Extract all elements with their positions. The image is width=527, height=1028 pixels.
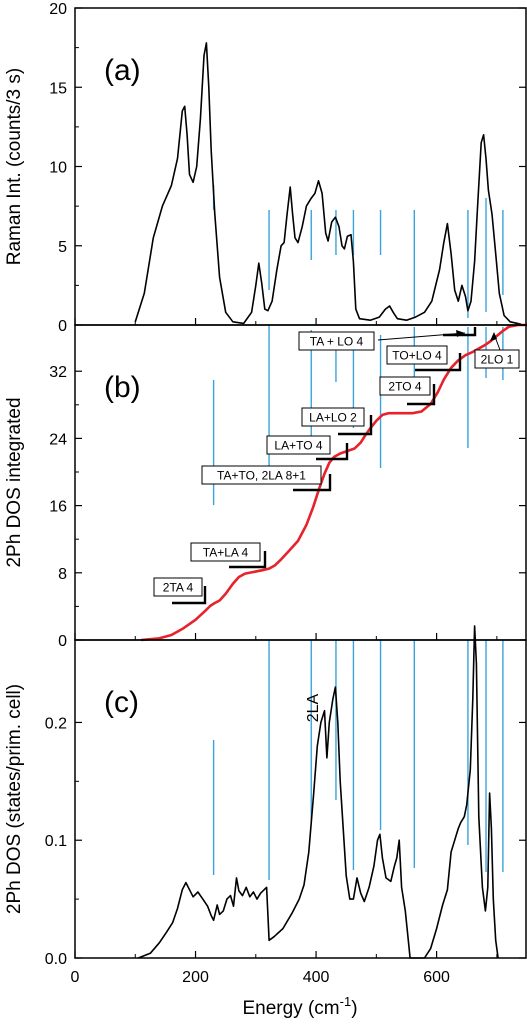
- x-tick-label: 0: [71, 969, 80, 986]
- step-mark: [407, 384, 436, 406]
- series-line-panel-2: [141, 323, 527, 642]
- step-mark: [443, 327, 477, 337]
- annotations: 2LA 2TA 4 TA+LA 4 TA+TO, 2LA 8+1 LA+TO 4 LA+L…: [153, 327, 520, 722]
- panel-label: (c): [104, 686, 139, 719]
- series-line-panel-3: [138, 625, 499, 959]
- y-tick-label: 8: [58, 566, 67, 583]
- y-tick-label: 32: [49, 364, 67, 381]
- step-mark: [316, 443, 349, 461]
- y-tick-label: 5: [58, 239, 67, 256]
- axes: 0 5 10 15 20 (a) Raman Int. (counts/3 s) 0 8 16 24…: [4, 1, 527, 1019]
- step-mark: [293, 474, 332, 492]
- annotation-box: [474, 349, 520, 369]
- annotation-label: 2TO 4: [388, 380, 421, 394]
- y-tick-label: 0.2: [45, 715, 67, 732]
- series-line-panel-1: [134, 42, 522, 325]
- panel-label: (a): [104, 54, 141, 87]
- y-tick-label: 24: [49, 431, 67, 448]
- annotation-label: TA+LA 4: [203, 546, 249, 560]
- y-tick-label: 15: [49, 80, 67, 97]
- arrow-head: [490, 332, 497, 341]
- y-tick-label: 0.0: [45, 951, 67, 968]
- x-tick-label: 200: [182, 969, 209, 986]
- x-axis-title-end: ): [351, 998, 357, 1019]
- marker-lines: [212, 185, 504, 880]
- x-tick-label: 400: [303, 969, 330, 986]
- annotation-box: [298, 331, 375, 351]
- annotation-box: [266, 435, 331, 455]
- x-axis-title-main: Energy (cm: [242, 998, 339, 1019]
- annotation-box: [190, 542, 261, 562]
- x-tick-label: 600: [423, 969, 450, 986]
- annotation-label: TA + LO 4: [310, 335, 364, 349]
- annotation-label: TO+LO 4: [392, 349, 442, 363]
- y-tick-label: 0: [58, 318, 67, 335]
- x-axis-title: Energy (cm-1): [242, 994, 357, 1019]
- arrow-head: [456, 330, 465, 337]
- y-tick-label: 10: [49, 160, 67, 177]
- y-axis-title: 2Ph DOS (states/prim. cell): [4, 684, 25, 914]
- panel-label: (b): [104, 371, 141, 404]
- annotation-box: [301, 407, 365, 427]
- annotation-label: TA+TO, 2LA 8+1: [217, 469, 306, 483]
- annotation-box: [379, 376, 431, 396]
- y-axis-title: Raman Int. (counts/3 s): [4, 68, 25, 265]
- annotation-label: LA+LO 2: [309, 411, 357, 425]
- panel-frame-3: [74, 639, 527, 959]
- y-tick-label: 0: [58, 633, 67, 650]
- y-tick-label: 20: [49, 1, 67, 18]
- annotation-box: [153, 577, 203, 597]
- step-mark: [338, 415, 373, 436]
- y-axis-title: 2Ph DOS integrated: [4, 397, 25, 567]
- annotation-box: [386, 345, 448, 365]
- curves: [134, 42, 527, 959]
- step-mark: [229, 551, 267, 569]
- annotation-label: 2LO 1: [481, 353, 514, 367]
- x-axis-title-sup: -1: [340, 994, 352, 1009]
- annotation-label: LA+TO 4: [274, 439, 322, 453]
- y-tick-label: 0.1: [45, 833, 67, 850]
- arrow-line: [377, 332, 466, 341]
- annotation-2la: 2LA: [305, 693, 322, 722]
- y-tick-label: 16: [49, 499, 67, 516]
- step-mark: [415, 353, 462, 372]
- annotation-box: [201, 465, 322, 485]
- step-mark: [172, 586, 207, 605]
- panel-frame-1: [74, 7, 527, 326]
- annotation-label: 2TA 4: [163, 581, 194, 595]
